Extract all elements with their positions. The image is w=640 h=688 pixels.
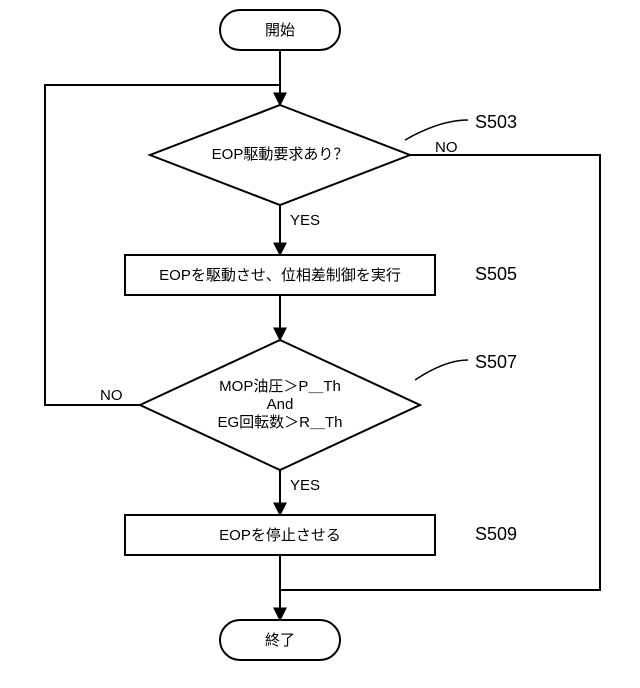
node-d1: EOP駆動要求あり？ (150, 105, 410, 205)
node-end: 終了 (220, 620, 340, 660)
start-label: 開始 (265, 22, 295, 39)
edge-label-d1_no: NO (435, 139, 458, 156)
p2-label: EOPを停止させる (219, 527, 341, 544)
leader-s507 (415, 360, 468, 380)
edge-label-d2_no: NO (100, 387, 123, 404)
step-label-s509: S509 (475, 524, 517, 544)
d1-label-0: EOP駆動要求あり？ (212, 146, 349, 163)
node-d2: MOP油圧＞P＿ThAndEG回転数＞R＿Th (140, 340, 420, 470)
node-p1: EOPを駆動させ、位相差制御を実行 (125, 255, 435, 295)
node-start: 開始 (220, 10, 340, 50)
leader-s503 (405, 120, 468, 140)
node-p2: EOPを停止させる (125, 515, 435, 555)
step-label-s507: S507 (475, 352, 517, 372)
end-label: 終了 (265, 632, 295, 649)
edge-label-d2_yes: YES (290, 477, 320, 494)
d2-label-1: And (267, 396, 294, 413)
d2-label-2: EG回転数＞R＿Th (217, 414, 342, 431)
edge-label-d1_yes: YES (290, 212, 320, 229)
p1-label: EOPを駆動させ、位相差制御を実行 (159, 267, 401, 284)
step-label-s503: S503 (475, 112, 517, 132)
d2-label-0: MOP油圧＞P＿Th (219, 378, 341, 395)
step-label-s505: S505 (475, 264, 517, 284)
